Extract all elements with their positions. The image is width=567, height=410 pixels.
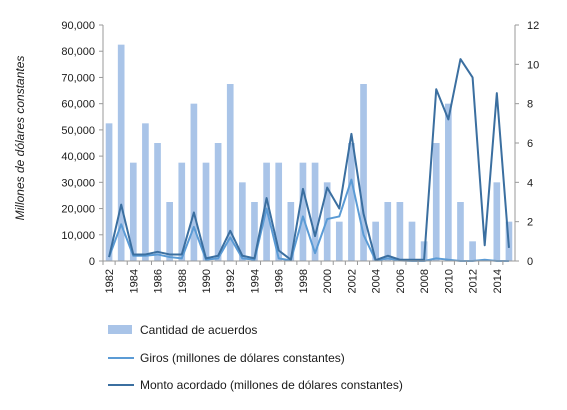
bar-2014 <box>493 182 501 261</box>
y-left-tick-label: 10,000 <box>61 230 95 242</box>
bar-1994 <box>251 202 258 261</box>
x-tick-label: 2014 <box>492 269 504 293</box>
bar-1999 <box>311 162 319 261</box>
x-tick-label: 1994 <box>249 269 261 293</box>
bar-2009 <box>432 143 440 261</box>
x-tick-label: 1982 <box>104 269 116 293</box>
legend-label-giros: Giros (millones de dólares constantes) <box>140 351 345 365</box>
bar-1983 <box>117 44 125 261</box>
bar-1993 <box>239 182 246 261</box>
bar-2012 <box>469 241 476 261</box>
bar-1992 <box>226 84 234 261</box>
bar-1982 <box>105 123 113 261</box>
y-left-tick-label: 0 <box>89 256 95 268</box>
bar-2010 <box>445 103 452 262</box>
bar-1990 <box>202 162 210 261</box>
y-left-tick-label: 20,000 <box>61 204 95 216</box>
legend-label-monto: Monto acordado (millones de dólares cons… <box>140 378 403 392</box>
bar-2001 <box>335 221 343 261</box>
y-left-tick-label: 50,000 <box>61 125 95 137</box>
bars-layer <box>105 44 513 262</box>
x-tick-label: 1996 <box>274 269 286 293</box>
bar-1996 <box>275 162 283 261</box>
series-line-giros <box>108 178 509 262</box>
x-tick-label: 2008 <box>419 269 431 293</box>
y-left-tick-label: 60,000 <box>61 99 95 111</box>
x-tick-label: 1992 <box>225 269 237 293</box>
bar-1985 <box>142 123 149 261</box>
series-line-monto <box>108 58 510 262</box>
bar-1988 <box>178 162 186 261</box>
bar-1987 <box>166 202 173 261</box>
bar-2004 <box>372 221 379 261</box>
y-left-tick-label: 30,000 <box>61 177 95 189</box>
y-left-tick-label: 70,000 <box>61 72 95 84</box>
x-tick-label: 2012 <box>468 269 480 293</box>
axes-layer: 0 10,000 20,000 30,000 40,000 50,000 60,000 70,… <box>61 20 539 293</box>
x-tick-label: 2010 <box>443 269 455 293</box>
y-right-tick-label: 12 <box>527 20 539 32</box>
y-right-tick-label: 2 <box>527 217 533 229</box>
legend-swatch-bars <box>108 325 132 334</box>
y-right-tick-label: 6 <box>527 138 533 150</box>
bar-2002 <box>348 143 355 261</box>
x-tick-label: 1998 <box>298 269 310 293</box>
y-axis-label: Millones de dólares constantes <box>13 56 27 221</box>
bar-2007 <box>408 221 416 261</box>
y-left-tick-label: 40,000 <box>61 151 95 163</box>
lines-layer <box>108 58 510 262</box>
y-left-tick-label: 80,000 <box>61 46 95 58</box>
x-tick-label: 1984 <box>128 269 140 293</box>
legend-label-bars: Cantidad de acuerdos <box>140 323 257 337</box>
bar-2006 <box>396 202 404 261</box>
y-right-tick-label: 10 <box>527 59 539 71</box>
bar-1986 <box>154 143 161 261</box>
x-tick-label: 2006 <box>395 269 407 293</box>
x-tick-label: 1988 <box>177 269 189 293</box>
x-tick-label: 2000 <box>322 269 334 293</box>
bar-1997 <box>287 202 295 261</box>
bar-2005 <box>384 202 392 261</box>
x-tick-label: 1986 <box>153 269 165 293</box>
bar-1989 <box>190 103 198 262</box>
bar-1984 <box>129 162 137 261</box>
x-tick-label: 2002 <box>346 269 358 293</box>
y-right-tick-label: 8 <box>527 99 533 111</box>
x-tick-label: 1990 <box>201 269 213 293</box>
y-right-tick-label: 0 <box>527 256 533 268</box>
y-right-tick-label: 4 <box>527 177 533 189</box>
bar-2003 <box>360 84 367 261</box>
bar-1991 <box>214 143 222 261</box>
y-left-tick-label: 90,000 <box>61 20 95 32</box>
x-tick-label: 2004 <box>371 269 383 293</box>
bar-2011 <box>457 202 464 261</box>
bar-1998 <box>299 162 307 261</box>
legend: Cantidad de acuerdos Giros (millones de … <box>108 323 403 392</box>
